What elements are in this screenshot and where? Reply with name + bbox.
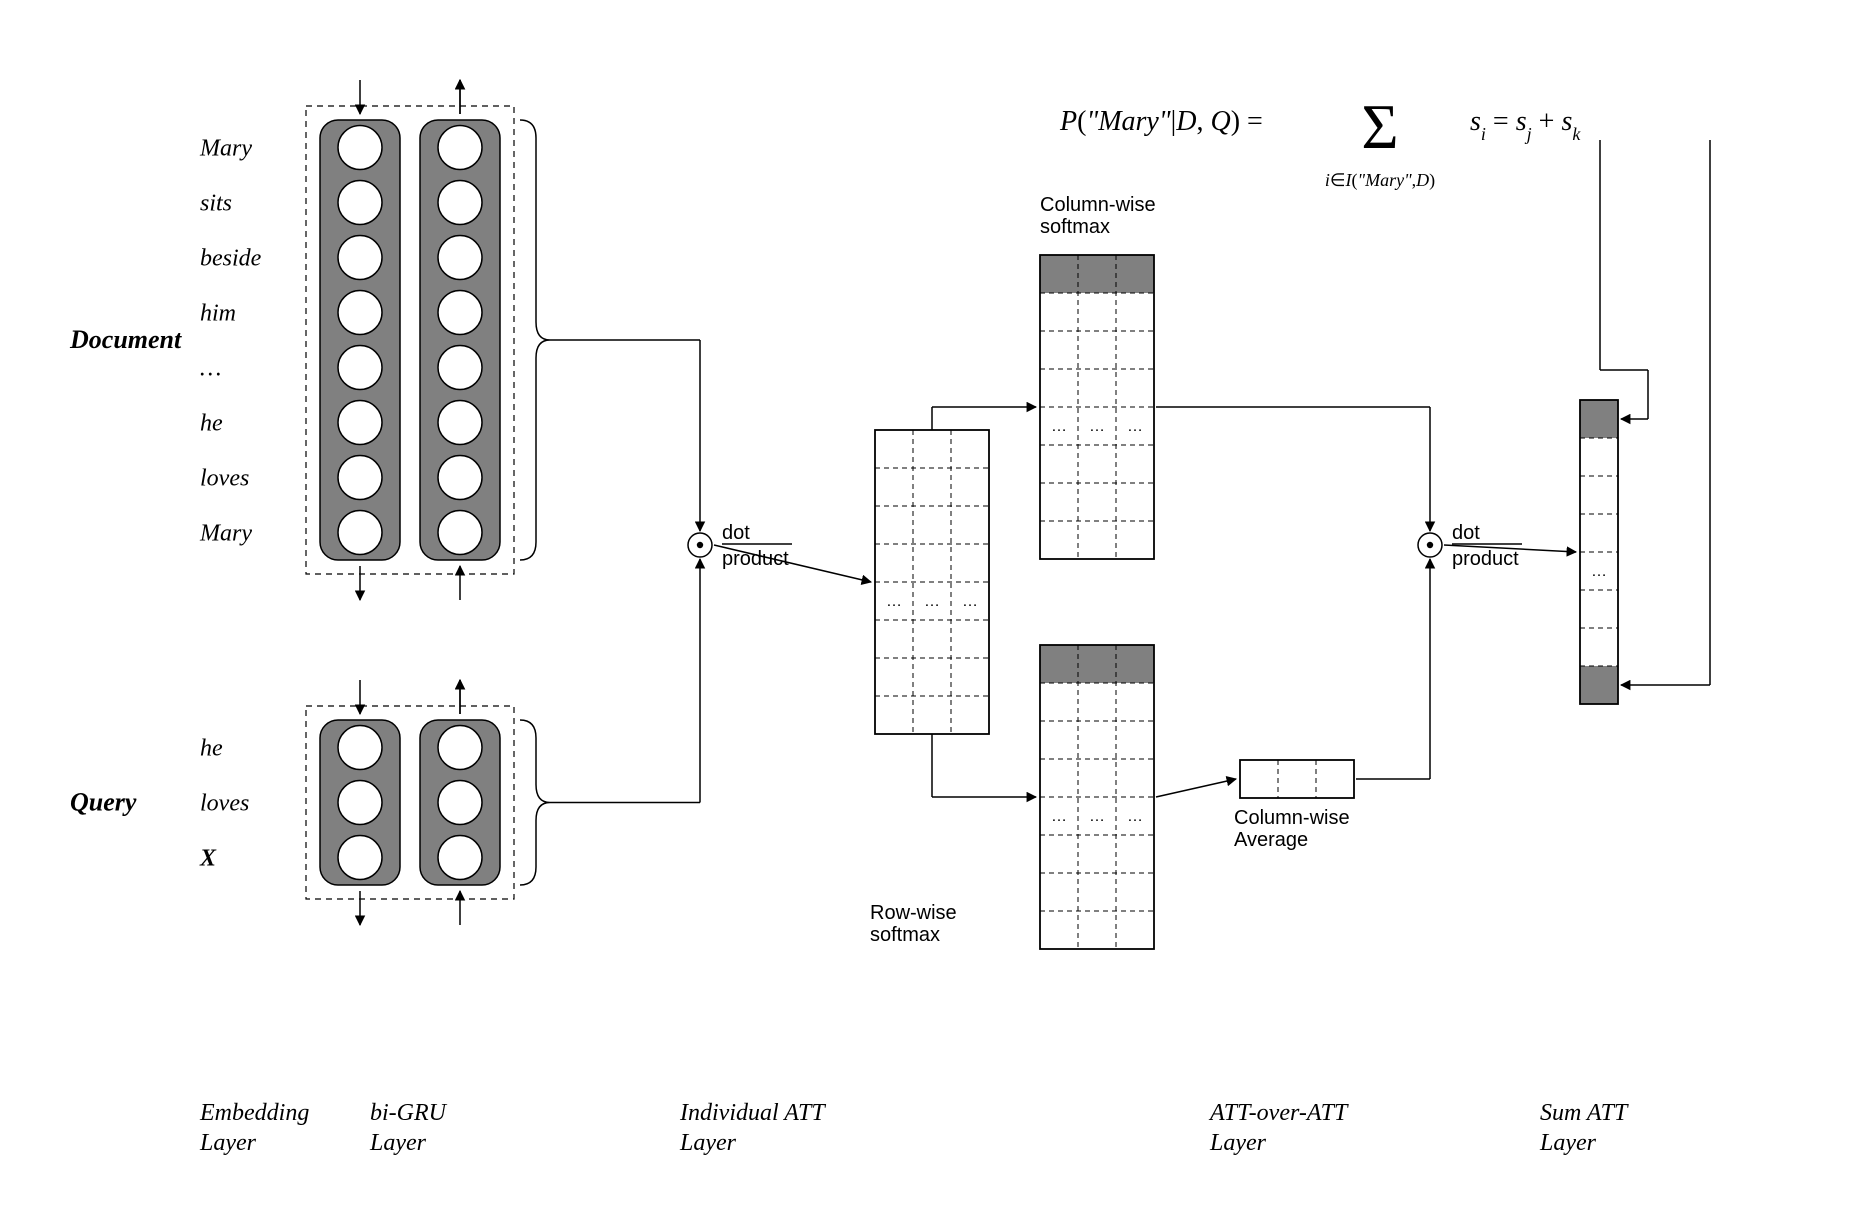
svg-text:…: … bbox=[1591, 563, 1607, 580]
svg-text:…: … bbox=[1127, 808, 1143, 825]
bigru-layer-label: bi-GRU bbox=[370, 1100, 448, 1126]
svg-text:…: … bbox=[1051, 808, 1067, 825]
word-label: sits bbox=[200, 191, 232, 217]
word-label: Mary bbox=[199, 136, 252, 162]
rowwise-softmax-label: Row-wise bbox=[870, 902, 957, 924]
formula-rhs: si = sj + sk bbox=[1470, 106, 1581, 144]
svg-text:…: … bbox=[1051, 418, 1067, 435]
individual-att-layer-label: Individual ATT bbox=[679, 1100, 826, 1126]
word-label: he bbox=[200, 411, 223, 437]
word-label: … bbox=[200, 356, 221, 382]
word-label: him bbox=[200, 301, 236, 327]
rowwise-softmax-label: softmax bbox=[870, 924, 940, 946]
colwise-softmax-label: softmax bbox=[1040, 216, 1110, 238]
word-label: beside bbox=[200, 246, 262, 272]
svg-text:…: … bbox=[962, 593, 978, 610]
att-over-att-layer-label: Layer bbox=[1209, 1130, 1267, 1156]
dot-label: product bbox=[722, 548, 789, 570]
sum-att-layer-label: Layer bbox=[1539, 1130, 1597, 1156]
query-label: Query bbox=[70, 788, 137, 817]
diagram-svg: Mary sits beside him … he loves Mary he loves X Doc… bbox=[0, 0, 1874, 1214]
dot-label: dot bbox=[1452, 522, 1480, 544]
word-label: loves bbox=[200, 466, 249, 492]
word-label: he bbox=[200, 736, 223, 762]
sigma-sub: i∈I("Mary",D) bbox=[1325, 170, 1435, 191]
svg-text:…: … bbox=[1089, 418, 1105, 435]
embedding-layer-label: Embedding bbox=[199, 1100, 309, 1126]
sum-att-layer-label: Sum ATT bbox=[1540, 1100, 1629, 1126]
word-label: loves bbox=[200, 791, 249, 817]
svg-text:…: … bbox=[886, 593, 902, 610]
dot-label: dot bbox=[722, 522, 750, 544]
document-label: Document bbox=[69, 325, 182, 354]
colwise-softmax-label: Column-wise bbox=[1040, 194, 1156, 216]
formula-lhs: P("Mary"|D, Q) = bbox=[1059, 106, 1263, 137]
bigru-layer-label: Layer bbox=[369, 1130, 427, 1156]
svg-text:…: … bbox=[924, 593, 940, 610]
word-label: Mary bbox=[199, 521, 252, 547]
att-over-att-layer-label: ATT-over-ATT bbox=[1208, 1100, 1349, 1126]
colwise-avg-label: Column-wise bbox=[1234, 807, 1350, 829]
svg-text:…: … bbox=[1127, 418, 1143, 435]
embedding-layer-label: Layer bbox=[199, 1130, 257, 1156]
dot-label: product bbox=[1452, 548, 1519, 570]
svg-text:…: … bbox=[1089, 808, 1105, 825]
individual-att-layer-label: Layer bbox=[679, 1130, 737, 1156]
colwise-avg-label: Average bbox=[1234, 829, 1308, 851]
word-label: X bbox=[199, 846, 217, 872]
avg-vector bbox=[1240, 760, 1354, 798]
sigma-symbol: Σ bbox=[1361, 91, 1398, 162]
